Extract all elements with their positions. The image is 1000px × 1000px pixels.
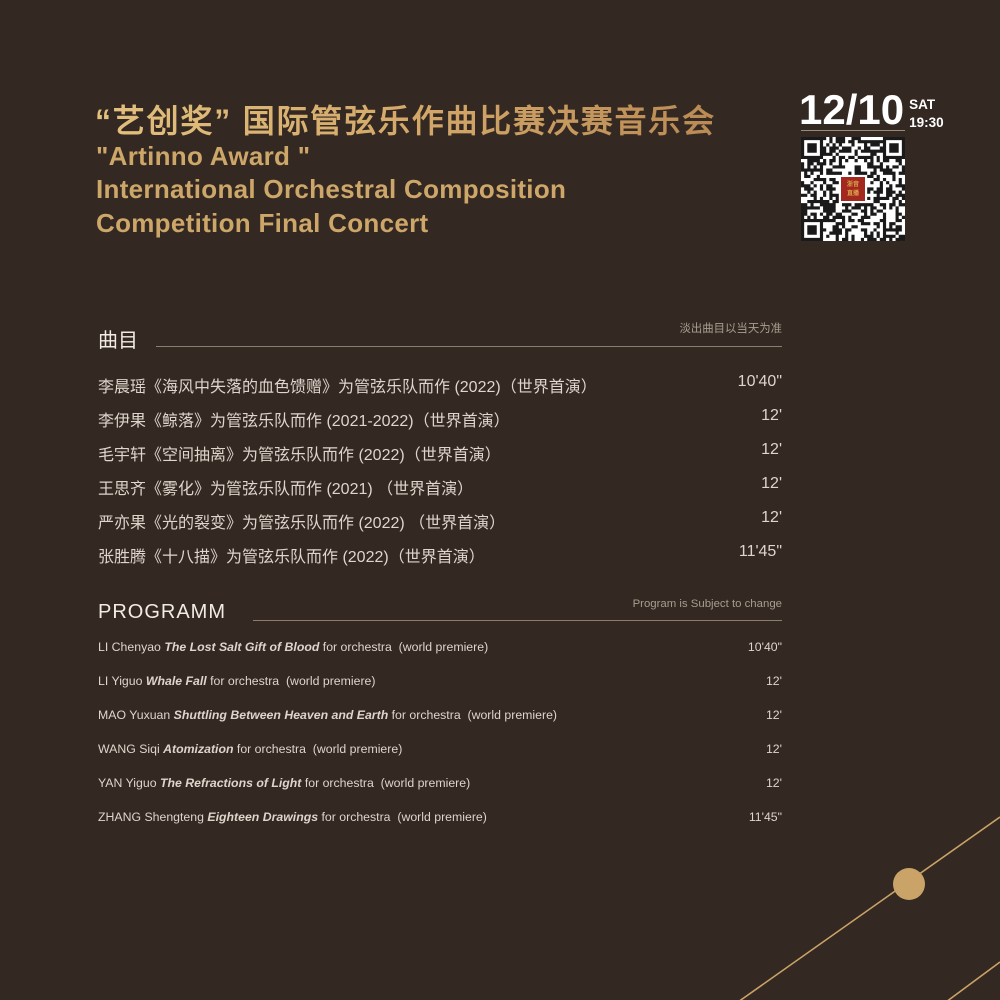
svg-text:直播: 直播 (847, 189, 860, 197)
svg-text:浙音: 浙音 (847, 180, 859, 188)
